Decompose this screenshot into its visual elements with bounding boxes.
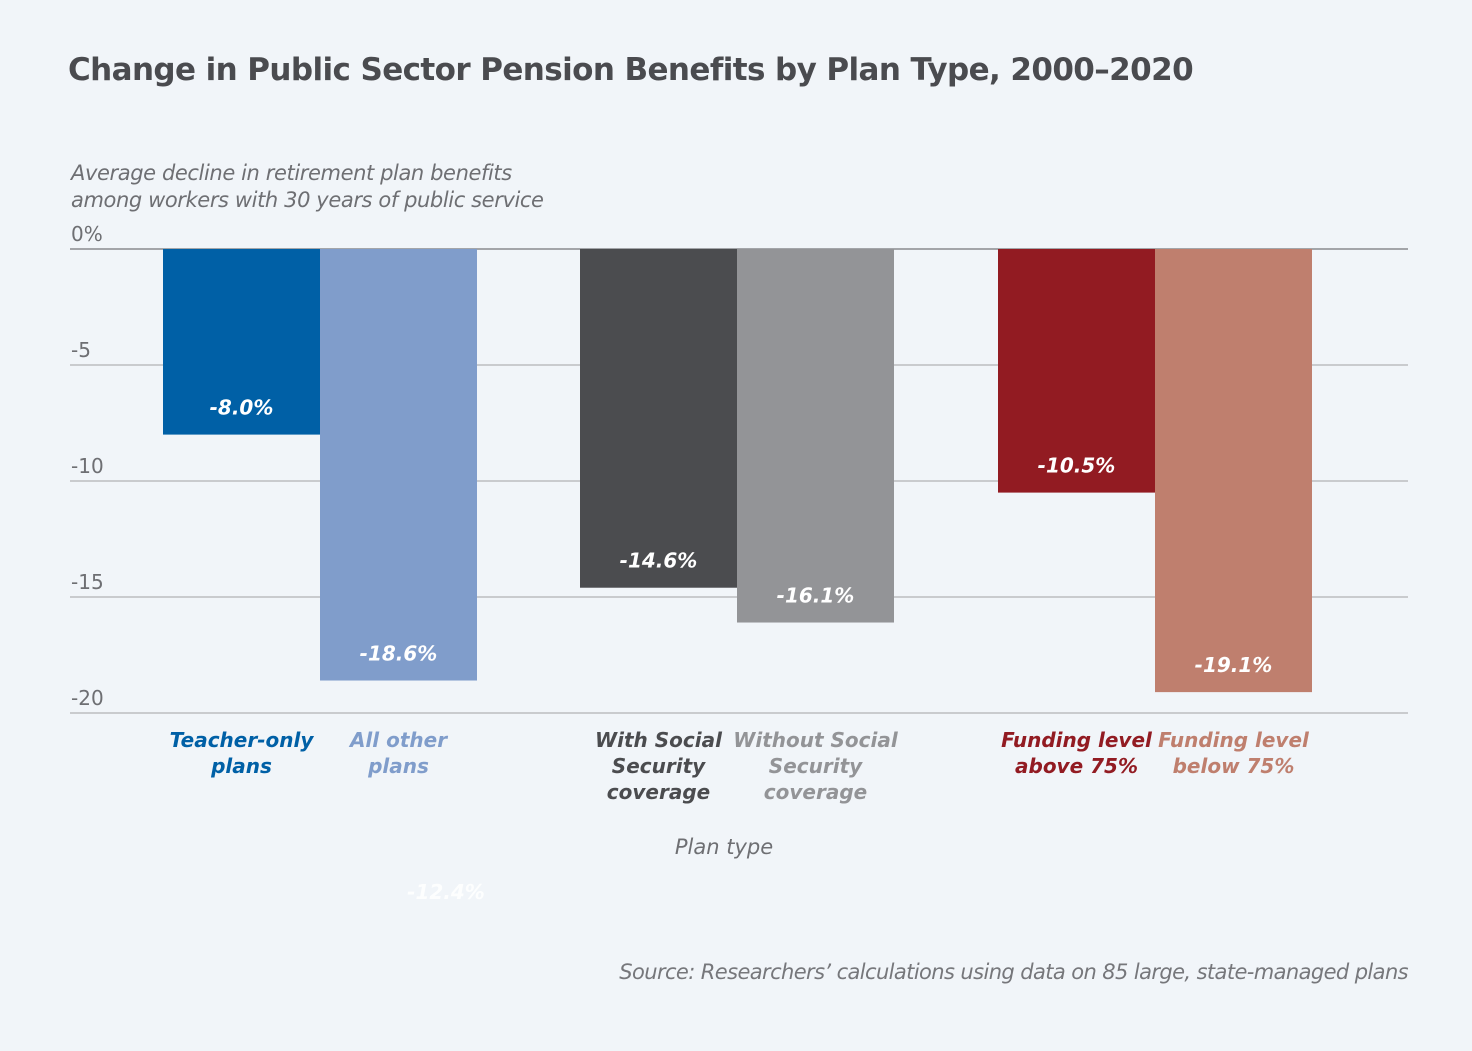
category-label: Funding level below 75% bbox=[1158, 728, 1310, 778]
y-axis-description: Average decline in retirement plan benef… bbox=[71, 160, 544, 214]
category-label-line: above 75% bbox=[1015, 754, 1138, 778]
category-label-line: With Social bbox=[595, 728, 723, 752]
y-tick-label: -10 bbox=[71, 454, 104, 478]
bar-value-labels: -8.0% -18.6% -14.6% -16.1% -10.5% -19.1% bbox=[210, 396, 1273, 678]
bar bbox=[998, 249, 1155, 493]
y-axis-ticks: 0% -5 -10 -15 -20 bbox=[71, 222, 104, 710]
bar-value-label: -14.6% bbox=[620, 549, 698, 573]
bar bbox=[320, 249, 477, 681]
y-tick-label: -20 bbox=[71, 686, 104, 710]
category-label: All other plans bbox=[348, 728, 448, 778]
category-label-line: Teacher-only bbox=[170, 728, 315, 752]
category-label: Teacher-only plans bbox=[170, 728, 315, 778]
category-label-line: plans bbox=[210, 754, 272, 778]
category-label-line: coverage bbox=[764, 780, 867, 804]
bars bbox=[163, 249, 1312, 693]
bar-value-label: -19.1% bbox=[1195, 653, 1273, 677]
category-label-line: coverage bbox=[607, 780, 710, 804]
y-axis-description-line-2: among workers with 30 years of public se… bbox=[71, 188, 544, 212]
category-label: Funding level above 75% bbox=[1001, 728, 1153, 778]
bar-value-label: -18.6% bbox=[360, 642, 438, 666]
bar bbox=[1155, 249, 1312, 693]
category-label-line: Funding level bbox=[1158, 728, 1310, 752]
category-label-line: Without Social bbox=[733, 728, 899, 752]
category-label: With Social Security coverage bbox=[595, 728, 723, 804]
category-label-line: Funding level bbox=[1001, 728, 1153, 752]
stray-annotation-label: -12.4% bbox=[407, 880, 485, 904]
category-label: Without Social Security coverage bbox=[733, 728, 899, 804]
chart-title: Change in Public Sector Pension Benefits… bbox=[68, 52, 1194, 88]
category-label-line: below 75% bbox=[1173, 754, 1295, 778]
bar bbox=[580, 249, 737, 588]
bar-value-label: -8.0% bbox=[210, 396, 274, 420]
y-tick-label: -5 bbox=[71, 338, 91, 362]
category-label-line: Security bbox=[769, 754, 863, 778]
bar bbox=[163, 249, 320, 435]
source-note: Source: Researchers’ calculations using … bbox=[619, 960, 1408, 984]
bar-value-label: -16.1% bbox=[777, 584, 855, 608]
bar-value-label: -10.5% bbox=[1038, 454, 1116, 478]
category-label-line: All other bbox=[348, 728, 448, 752]
y-axis-description-line-1: Average decline in retirement plan benef… bbox=[71, 161, 512, 185]
category-label-line: plans bbox=[367, 754, 429, 778]
x-axis-label: Plan type bbox=[675, 835, 773, 859]
category-label-line: Security bbox=[612, 754, 706, 778]
y-tick-label: -15 bbox=[71, 570, 104, 594]
bar bbox=[737, 249, 894, 623]
y-tick-label: 0% bbox=[71, 222, 103, 246]
